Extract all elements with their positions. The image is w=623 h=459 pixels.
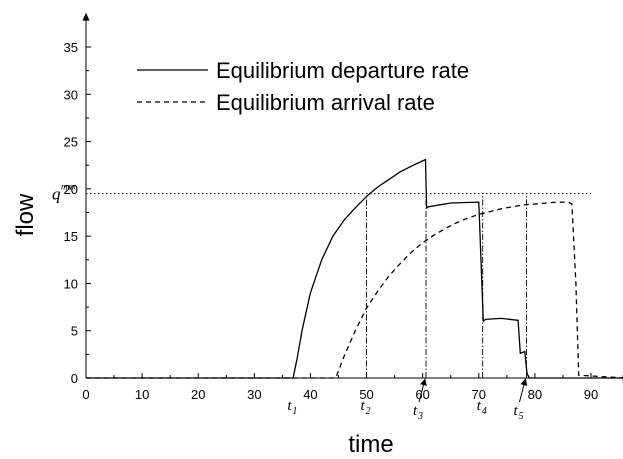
qmax-label-superscript: max — [61, 182, 76, 192]
x-tick-label: 90 — [584, 387, 598, 402]
marker-label-t5-subscript: 5 — [518, 411, 523, 422]
legend-label-departure: Equilibrium departure rate — [216, 58, 469, 83]
x-tick-label: 0 — [82, 387, 89, 402]
y-tick-label: 15 — [64, 229, 78, 244]
x-tick-label: 20 — [191, 387, 205, 402]
series — [86, 158, 623, 379]
y-tick-label: 0 — [71, 371, 78, 386]
y-tick-label: 30 — [64, 87, 78, 102]
marker-label-t4: t — [477, 398, 482, 414]
marker-arrow-t5 — [518, 378, 528, 403]
y-tick-label: 25 — [64, 135, 78, 150]
marker-arrow-t3 — [418, 378, 427, 403]
marker-label-t3-subscript: 3 — [417, 411, 423, 422]
time-marker-lines — [366, 193, 527, 378]
marker-label-t2-subscript: 2 — [366, 406, 371, 417]
y-ticks: 0 5 10 15 20 25 30 35 — [64, 40, 91, 386]
x-tick-label: 70 — [472, 387, 486, 402]
legend-label-arrival: Equilibrium arrival rate — [216, 90, 435, 115]
y-tick-label: 10 — [64, 276, 78, 291]
x-axis-title: time — [348, 431, 393, 458]
x-tick-label: 30 — [247, 387, 261, 402]
y-axis-title: flow — [12, 193, 39, 236]
series-line-departure — [86, 158, 623, 379]
marker-label-t2: t — [361, 398, 366, 414]
marker-label-t5: t — [513, 403, 518, 419]
x-tick-label: 10 — [135, 387, 149, 402]
x-tick-label: 80 — [528, 387, 542, 402]
y-tick-label: 35 — [64, 40, 78, 55]
y-tick-label: 5 — [71, 324, 78, 339]
time-marker-labels: t 1 t 2 t 3t 4 t 5 — [287, 378, 528, 422]
marker-label-t1-subscript: 1 — [292, 406, 297, 417]
reference-lines: q max — [52, 182, 591, 204]
y-tick-label: 20 — [64, 182, 78, 197]
x-tick-label: 60 — [415, 387, 429, 402]
x-tick-label: 50 — [359, 387, 373, 402]
x-ticks: 0 10 20 30 40 50 60 70 80 90 — [82, 373, 598, 402]
legend: Equilibrium departure rate Equilibrium a… — [137, 58, 469, 115]
qmax-label: q — [52, 185, 61, 204]
marker-label-t1: t — [287, 398, 292, 414]
x-tick-label: 40 — [303, 387, 317, 402]
marker-label-t4-subscript: 4 — [482, 406, 487, 417]
marker-label-t3: t — [413, 403, 418, 419]
series-line-arrival — [86, 201, 623, 379]
y-axis-arrow-icon — [82, 12, 90, 21]
